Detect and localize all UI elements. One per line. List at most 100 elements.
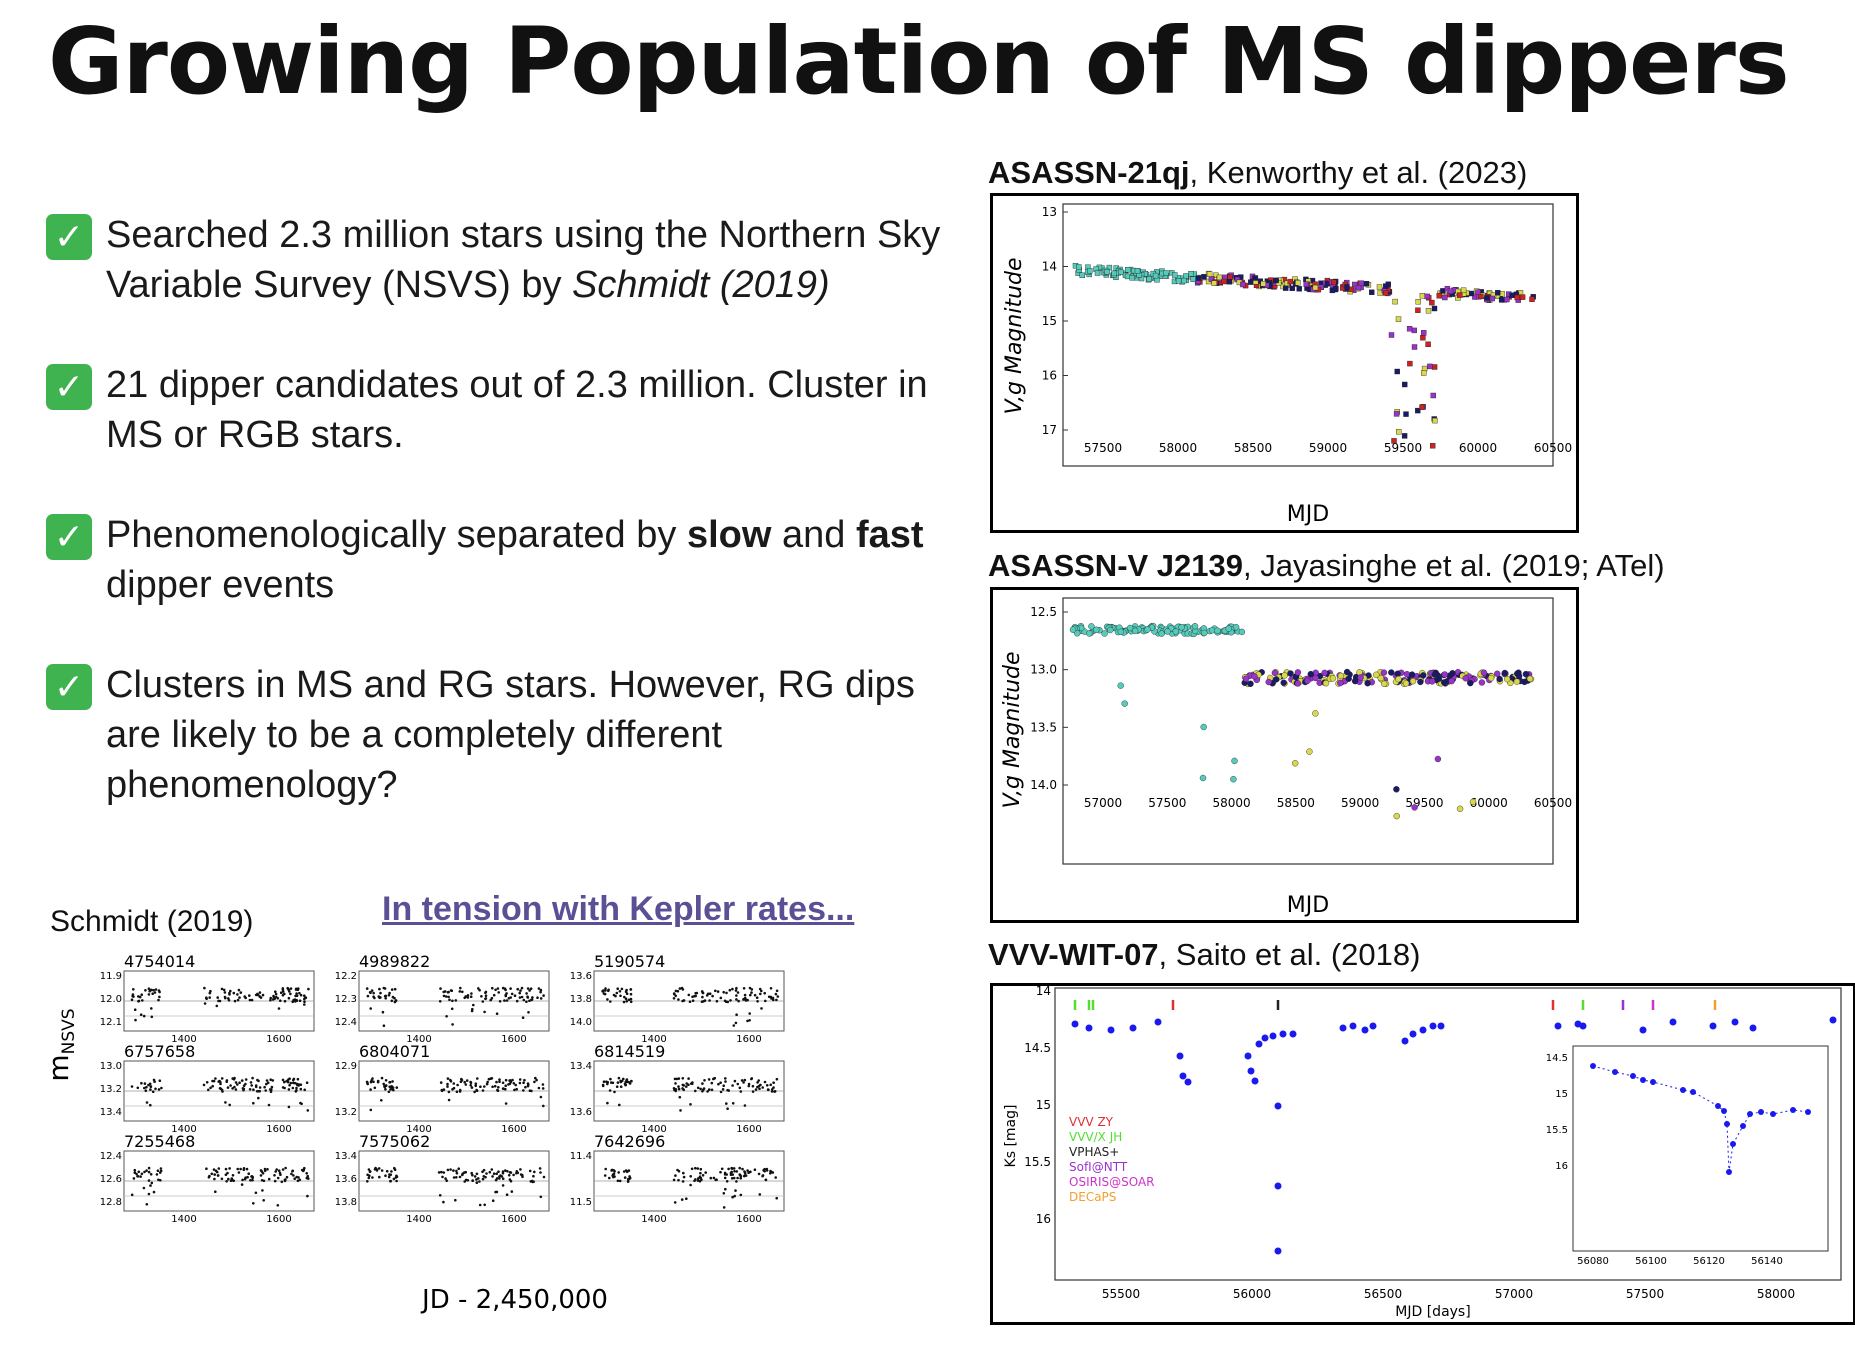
tension-link[interactable]: In tension with Kepler rates... <box>382 890 855 928</box>
data-point <box>541 1087 545 1090</box>
data-point <box>440 1088 444 1092</box>
data-point <box>387 993 391 997</box>
data-point <box>257 1096 260 1100</box>
data-point <box>699 1176 703 1180</box>
data-point <box>606 1082 609 1086</box>
data-point <box>459 986 462 990</box>
data-point <box>1085 1024 1093 1032</box>
data-point <box>674 1088 678 1091</box>
data-point <box>1489 295 1495 302</box>
data-point <box>723 1176 727 1180</box>
data-point <box>1271 669 1279 677</box>
data-point <box>299 1083 303 1086</box>
data-point <box>1329 287 1336 294</box>
data-point <box>1129 1024 1137 1032</box>
data-point <box>252 1088 255 1091</box>
data-point <box>251 1178 254 1182</box>
data-point <box>748 1012 751 1015</box>
data-point <box>155 1173 159 1176</box>
data-point <box>1126 624 1134 632</box>
data-point <box>465 1079 469 1082</box>
data-point <box>1425 307 1432 314</box>
tick-label: 1400 <box>171 1124 196 1135</box>
data-point <box>291 1169 294 1173</box>
data-point <box>715 999 719 1003</box>
fig3-xlabel: MJD [days] <box>1395 1304 1470 1320</box>
data-point <box>229 1179 233 1182</box>
data-point <box>678 987 682 990</box>
data-point <box>534 1076 537 1080</box>
tick-label: 16 <box>1042 369 1057 383</box>
data-point <box>702 1087 706 1090</box>
data-point <box>630 1080 633 1083</box>
data-point <box>725 991 728 995</box>
data-point <box>504 1084 508 1087</box>
data-point <box>452 1169 455 1172</box>
data-point <box>1088 623 1095 630</box>
data-point <box>483 1085 486 1088</box>
data-point <box>1373 671 1380 679</box>
data-point <box>677 1178 680 1182</box>
data-point <box>244 1082 247 1086</box>
fig2-caption: ASASSN-V J2139, Jayasinghe et al. (2019;… <box>988 548 1665 583</box>
data-point <box>1118 269 1124 275</box>
data-point <box>377 995 381 998</box>
tick-label: 55500 <box>1102 1287 1140 1301</box>
panel-id: 7575062 <box>359 1132 430 1151</box>
data-point <box>706 1090 709 1093</box>
data-point <box>231 1174 235 1177</box>
data-point <box>1303 281 1309 287</box>
data-point <box>382 1024 386 1027</box>
data-point <box>1749 1024 1757 1032</box>
data-point <box>1408 671 1416 678</box>
data-point <box>741 1167 744 1171</box>
data-point <box>1281 672 1288 679</box>
data-point <box>393 1166 396 1170</box>
data-point <box>1519 294 1526 300</box>
tick-label: 56080 <box>1577 1256 1609 1267</box>
tick-label: 1400 <box>641 1124 666 1135</box>
fig1-xlabel: MJD <box>1287 502 1329 527</box>
data-point <box>507 1173 511 1177</box>
data-point <box>147 1166 151 1170</box>
data-point <box>367 1176 371 1180</box>
data-point <box>244 1176 247 1179</box>
data-point <box>231 1087 234 1090</box>
data-point <box>747 1082 751 1086</box>
data-point <box>207 1088 210 1092</box>
data-point <box>770 1088 774 1091</box>
data-point <box>472 1003 475 1007</box>
data-point <box>1283 285 1289 291</box>
panel-id: 4989822 <box>359 952 430 971</box>
tick-label: 12.9 <box>335 1061 357 1072</box>
data-point <box>1093 626 1100 633</box>
data-point <box>368 1170 372 1173</box>
data-point <box>454 1198 457 1202</box>
data-point <box>1188 270 1194 277</box>
data-point <box>261 1189 264 1192</box>
data-point <box>281 990 285 993</box>
data-point <box>458 990 462 993</box>
data-point <box>1195 275 1202 281</box>
data-point <box>277 1007 281 1010</box>
data-point <box>616 987 619 990</box>
data-point <box>501 1184 505 1187</box>
data-point <box>764 1178 768 1182</box>
data-point <box>606 1101 609 1105</box>
data-point <box>682 1084 686 1087</box>
data-point <box>495 1080 498 1084</box>
data-point <box>217 1167 221 1170</box>
data-point <box>1429 299 1435 306</box>
data-point <box>236 1083 239 1086</box>
data-point <box>243 995 246 998</box>
data-point <box>147 1192 151 1196</box>
inset-point <box>1770 1111 1776 1117</box>
data-point <box>371 1176 374 1179</box>
data-point <box>521 1016 525 1019</box>
data-point <box>303 1000 306 1003</box>
data-point <box>1287 670 1294 677</box>
data-point <box>1144 626 1151 633</box>
